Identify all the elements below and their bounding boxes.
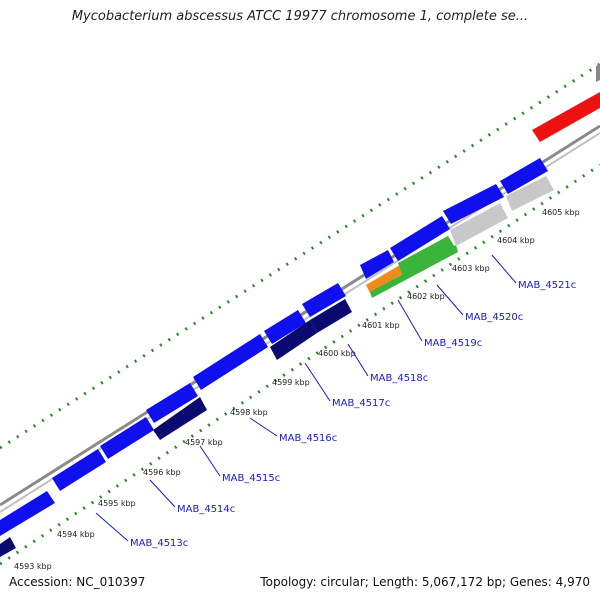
cds-reverse[interactable] — [0, 537, 16, 557]
map-title: Mycobacterium abscessus ATCC 19977 chrom… — [71, 9, 529, 24]
cds-forward[interactable] — [302, 283, 346, 317]
cds-forward[interactable] — [390, 216, 450, 261]
cds-reverse[interactable] — [153, 397, 207, 440]
gene-label-mab-4513c[interactable]: MAB_4513c — [130, 538, 188, 549]
cds-forward[interactable] — [193, 334, 268, 390]
reverse-strand — [0, 299, 352, 557]
kbp-label: 4595 kbp — [98, 499, 136, 508]
gene-label-mab-4515c[interactable]: MAB_4515c — [222, 473, 280, 484]
gene-labels: MAB_4513c MAB_4514c MAB_4515c MAB_4516c … — [130, 280, 576, 549]
gene-label-mab-4514c[interactable]: MAB_4514c — [177, 504, 235, 515]
kbp-label: 4601 kbp — [362, 321, 400, 330]
cds-forward[interactable] — [264, 310, 306, 344]
cds-forward[interactable] — [360, 250, 394, 279]
kbp-label: 4598 kbp — [230, 408, 268, 417]
gene-label-mab-4516c[interactable]: MAB_4516c — [279, 433, 337, 444]
cds-reverse[interactable] — [270, 320, 317, 360]
cds-forward[interactable] — [500, 158, 548, 194]
kbp-label: 4594 kbp — [57, 530, 95, 539]
kbp-label: 4602 kbp — [407, 292, 445, 301]
red-feature — [532, 92, 600, 142]
forward-strand — [0, 158, 548, 536]
gene-label-mab-4519c[interactable]: MAB_4519c — [424, 338, 482, 349]
kbp-scale: 4593 kbp 4594 kbp 4595 kbp 4596 kbp 4597… — [14, 208, 580, 571]
cds-forward[interactable] — [52, 449, 106, 491]
gene-label-mab-4518c[interactable]: MAB_4518c — [370, 373, 428, 384]
kbp-label: 4604 kbp — [497, 236, 535, 245]
cds-forward[interactable] — [100, 417, 154, 459]
kbp-label: 4596 kbp — [143, 468, 181, 477]
accession-text: Accession: NC_010397 — [9, 575, 146, 589]
grey-feature — [450, 203, 508, 246]
kbp-label: 4605 kbp — [542, 208, 580, 217]
inner-tick-ring — [0, 163, 600, 566]
kbp-label: 4599 kbp — [272, 378, 310, 387]
label-leaders — [95, 254, 517, 542]
cds-forward[interactable] — [0, 491, 55, 536]
outer-tick-ring — [0, 62, 600, 450]
kbp-label: 4603 kbp — [452, 264, 490, 273]
cds-forward[interactable] — [443, 184, 504, 224]
kbp-label: 4597 kbp — [185, 438, 223, 447]
grey-feature-top — [596, 64, 600, 82]
kbp-label: 4593 kbp — [14, 562, 52, 571]
green-feature-inner — [370, 245, 458, 298]
grey-feature-2 — [506, 176, 554, 211]
summary-text: Topology: circular; Length: 5,067,172 bp… — [260, 575, 590, 589]
gene-label-mab-4520c[interactable]: MAB_4520c — [465, 312, 523, 323]
gene-label-mab-4517c[interactable]: MAB_4517c — [332, 398, 390, 409]
cds-reverse[interactable] — [310, 299, 352, 333]
kbp-label: 4600 kbp — [318, 349, 356, 358]
gene-label-mab-4521c[interactable]: MAB_4521c — [518, 280, 576, 291]
cds-forward[interactable] — [146, 383, 198, 423]
orange-feature — [366, 265, 404, 293]
